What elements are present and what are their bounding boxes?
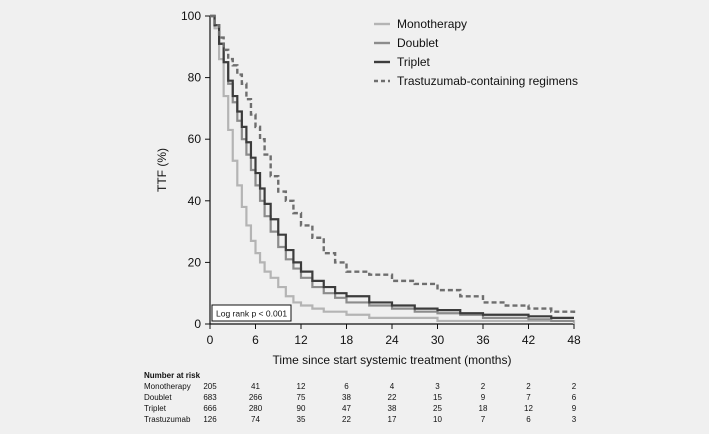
x-tick-label: 24	[385, 333, 399, 347]
y-tick-label: 60	[188, 132, 202, 146]
series-line-3	[210, 14, 576, 315]
legend: Monotherapy Doublet Triplet Trastuzumab-con…	[374, 17, 578, 88]
y-tick-label: 80	[188, 71, 202, 85]
x-axis-label: Time since start systemic treatment (mon…	[273, 353, 512, 367]
y-tick-label: 20	[188, 255, 202, 269]
x-tick-label: 42	[522, 333, 536, 347]
legend-label-1: Doublet	[397, 36, 439, 50]
annotation-group: Log rank p < 0.001	[211, 304, 292, 322]
x-tick-label: 12	[294, 333, 308, 347]
x-tick-label: 6	[252, 333, 259, 347]
annotation-text: Log rank p < 0.001	[216, 309, 287, 319]
series-lines	[210, 14, 576, 324]
series-line-2	[210, 14, 574, 319]
x-tick-label: 0	[207, 333, 214, 347]
y-tick-label: 100	[181, 9, 201, 23]
legend-label-3: Trastuzumab-containing regimens	[397, 74, 578, 88]
x-tick-label: 30	[431, 333, 445, 347]
y-tick-label: 40	[188, 194, 202, 208]
axes: 0 6 12 18 24 30 36 42 48 0 20 40 60 80 100 Time since s…	[155, 9, 581, 367]
y-axis-label: TTF (%)	[155, 148, 169, 192]
legend-label-2: Triplet	[397, 55, 431, 69]
x-tick-label: 36	[476, 333, 490, 347]
x-tick-label: 48	[567, 333, 581, 347]
x-tick-label: 18	[340, 333, 354, 347]
legend-label-0: Monotherapy	[397, 17, 467, 31]
series-line-1	[210, 14, 574, 323]
series-line-0	[210, 14, 576, 324]
annotation-box	[211, 304, 292, 322]
y-tick-label: 0	[194, 317, 201, 331]
